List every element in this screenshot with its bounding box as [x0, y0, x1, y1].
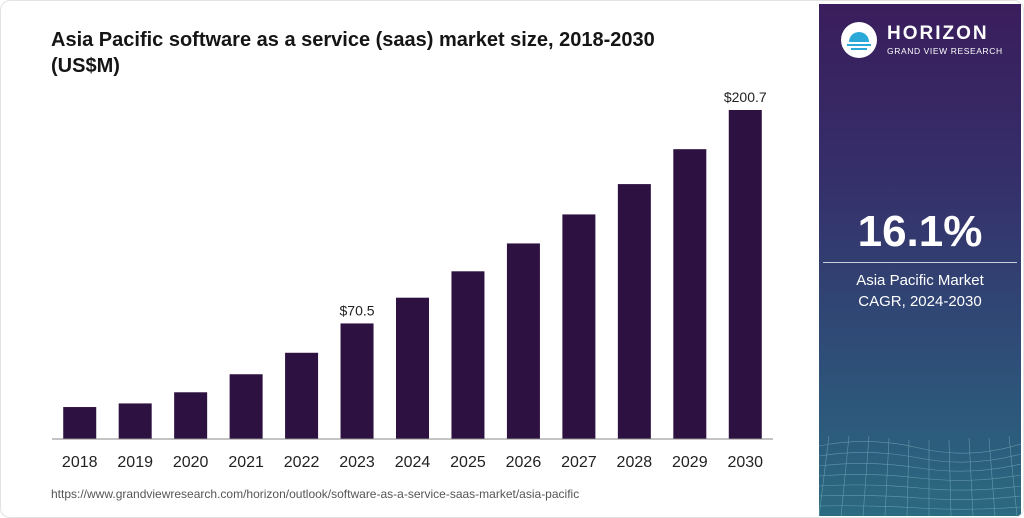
horizon-logo-icon	[841, 22, 877, 58]
x-tick-label: 2029	[672, 454, 708, 471]
bar-2028	[617, 184, 651, 439]
x-tick-label: 2023	[339, 454, 375, 471]
cagr-label: Asia Pacific Market CAGR, 2024-2030	[819, 270, 1021, 312]
bar-2026	[506, 243, 540, 439]
x-tick-label: 2030	[727, 454, 763, 471]
divider	[823, 262, 1017, 263]
x-tick-label: 2026	[506, 454, 542, 471]
data-label-2023: $70.5	[340, 302, 375, 318]
x-tick-label: 2021	[228, 454, 264, 471]
logo-name: HORIZON	[887, 23, 989, 44]
bar-2025	[451, 271, 485, 439]
sidebar-panel: HORIZON GRAND VIEW RESEARCH 16.1% Asia P…	[819, 4, 1021, 516]
source-url[interactable]: https://www.grandviewresearch.com/horizo…	[51, 487, 580, 501]
bar-chart: 2018 2019 2020 2021 2022 2023 $70.5 2024 2025 202…	[52, 89, 773, 471]
decorative-mesh	[819, 435, 1021, 516]
bar-2030	[728, 110, 762, 439]
bar-2018	[63, 407, 97, 439]
bar-2020	[174, 392, 208, 439]
bar-2027	[562, 214, 596, 439]
bar-2022	[285, 352, 319, 439]
cagr-label-line1: Asia Pacific Market	[856, 272, 984, 289]
bar-2023	[340, 323, 374, 439]
cagr-value: 16.1%	[857, 207, 983, 256]
bar-2019	[118, 403, 152, 439]
bar-2024	[396, 297, 429, 439]
bar-2029	[673, 149, 707, 439]
logo-subtitle: GRAND VIEW RESEARCH	[887, 46, 1003, 56]
x-tick-label: 2020	[173, 454, 209, 471]
data-label-2030: $200.7	[724, 89, 767, 105]
horizon-logo[interactable]: HORIZON GRAND VIEW RESEARCH	[841, 22, 1003, 58]
chart-title: Asia Pacific software as a service (saas…	[51, 29, 655, 77]
x-tick-label: 2022	[284, 454, 320, 471]
bar-2021	[229, 374, 263, 439]
x-tick-label: 2018	[62, 454, 98, 471]
x-tick-label: 2025	[450, 454, 486, 471]
x-tick-label: 2024	[395, 454, 431, 471]
x-tick-label: 2028	[617, 454, 653, 471]
cagr-label-line2: CAGR, 2024-2030	[858, 293, 982, 310]
x-tick-label: 2027	[561, 454, 597, 471]
x-tick-label: 2019	[117, 454, 153, 471]
